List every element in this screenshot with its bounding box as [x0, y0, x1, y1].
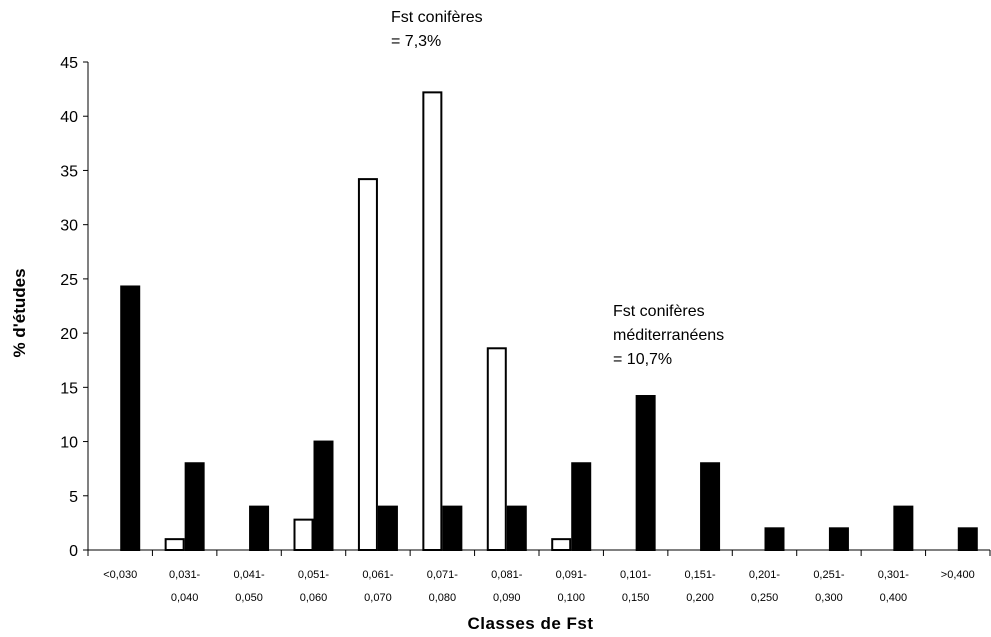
bar-white — [293, 518, 314, 552]
x-tick-label: >0,400 — [941, 569, 975, 581]
chart-axes — [83, 61, 991, 556]
x-tick-label: 0,071- — [427, 569, 459, 581]
bar-black — [957, 527, 978, 551]
x-tick-label: 0,040 — [171, 592, 199, 604]
bar-white — [422, 91, 443, 551]
bar-black — [313, 440, 334, 551]
x-tick-label: 0,200 — [686, 592, 714, 604]
x-tick-label: 0,300 — [815, 592, 843, 604]
x-tick-label: 0,251- — [813, 569, 845, 581]
x-tick-label: 0,080 — [429, 592, 457, 604]
x-tick-label: 0,081- — [491, 569, 523, 581]
bar-black — [249, 505, 270, 551]
x-tick-label: 0,100 — [557, 592, 585, 604]
chart-bars — [120, 91, 978, 552]
annotation-mediterranean-conifers: Fst conifères méditerranéens = 10,7% — [613, 300, 724, 372]
y-tick-label: 15 — [60, 380, 78, 397]
annotation-conifers: Fst conifères = 7,3% — [391, 6, 483, 54]
bar-black — [893, 505, 914, 551]
bar-black — [506, 505, 527, 551]
x-tick-label: 0,041- — [233, 569, 265, 581]
bar-white — [164, 538, 185, 552]
x-tick-label: 0,061- — [362, 569, 394, 581]
x-tick-label: 0,151- — [684, 569, 716, 581]
y-axis-title: % d'études — [10, 268, 29, 358]
y-tick-label: 35 — [60, 163, 78, 180]
bar-black — [700, 462, 721, 551]
y-tick-label: 40 — [60, 109, 78, 126]
bar-white — [486, 347, 507, 551]
x-tick-label: 0,060 — [300, 592, 328, 604]
x-tick-label: 0,070 — [364, 592, 392, 604]
annotation-line: Fst conifères — [391, 9, 483, 26]
chart-tick-labels: 0 5 10 15 20 25 30 35 40 45 <0,030 0,031- 0,040 0,041… — [60, 55, 975, 604]
bar-white — [357, 178, 378, 551]
bar-black — [635, 395, 656, 551]
y-tick-label: 10 — [60, 435, 78, 452]
bar-black — [828, 527, 849, 551]
x-tick-label: 0,101- — [620, 569, 652, 581]
bar-black — [184, 462, 205, 551]
bar-black — [120, 285, 141, 551]
x-tick-label: 0,091- — [556, 569, 588, 581]
x-tick-label: 0,201- — [749, 569, 781, 581]
x-tick-label: 0,090 — [493, 592, 521, 604]
annotation-line: = 10,7% — [613, 351, 673, 368]
bar-black — [571, 462, 592, 551]
bar-white — [551, 538, 572, 552]
x-tick-label: 0,051- — [298, 569, 330, 581]
x-tick-label: <0,030 — [103, 569, 137, 581]
annotation-line: méditerranéens — [613, 327, 725, 344]
annotation-line: = 7,3% — [391, 33, 442, 50]
y-tick-label: 5 — [69, 489, 78, 506]
x-tick-label: 0,400 — [880, 592, 908, 604]
x-tick-label: 0,301- — [878, 569, 910, 581]
bar-black — [764, 527, 785, 551]
bar-black — [442, 505, 463, 551]
y-tick-label: 45 — [60, 55, 78, 72]
y-tick-label: 30 — [60, 218, 78, 235]
x-axis-title: Classes de Fst — [467, 614, 594, 633]
y-tick-label: 25 — [60, 272, 78, 289]
x-tick-label: 0,150 — [622, 592, 650, 604]
x-tick-label: 0,250 — [751, 592, 779, 604]
y-tick-label: 20 — [60, 326, 78, 343]
x-tick-label: 0,031- — [169, 569, 201, 581]
bar-black — [377, 505, 398, 551]
y-tick-label: 0 — [69, 543, 78, 560]
annotation-line: Fst conifères — [613, 303, 705, 320]
x-tick-label: 0,050 — [235, 592, 263, 604]
